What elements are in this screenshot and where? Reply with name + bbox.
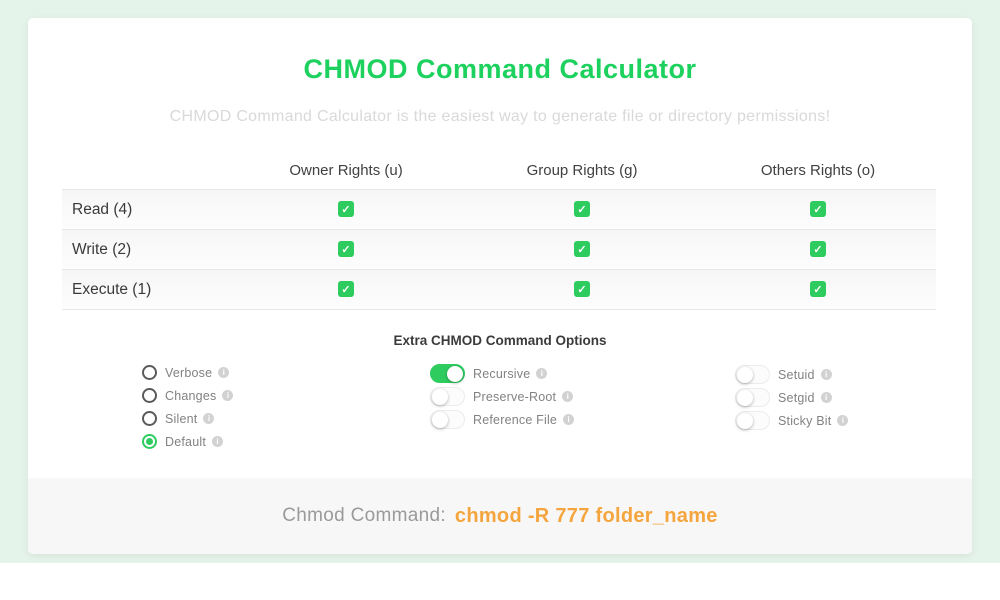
setgid-label: Setgid <box>778 390 815 405</box>
toggle-knob-icon <box>737 366 753 383</box>
info-icon[interactable]: i <box>563 414 575 425</box>
execute-owner-checkbox[interactable]: ✓ <box>338 281 355 298</box>
preserve-root-toggle[interactable] <box>430 387 465 406</box>
silent-label: Silent <box>165 411 198 426</box>
default-label: Default <box>165 434 207 449</box>
page-subtitle: CHMOD Command Calculator is the easiest … <box>169 108 831 125</box>
right-toggle-group: Setuid i Setgid i Sticky Bit i <box>735 364 849 433</box>
verbose-label: Verbose <box>165 365 213 380</box>
check-icon: ✓ <box>577 204 587 217</box>
write-others-checkbox[interactable]: ✓ <box>809 241 826 258</box>
info-icon[interactable]: i <box>820 392 832 403</box>
toggle-option-setgid[interactable]: Setgid i <box>735 387 848 408</box>
info-icon[interactable]: i <box>562 391 574 402</box>
radio-option-default[interactable]: Default i <box>142 433 233 450</box>
info-icon[interactable]: i <box>222 390 234 401</box>
changes-radio[interactable] <box>142 388 157 403</box>
table-row-execute: Execute (1) ✓ ✓ ✓ <box>62 269 936 309</box>
extra-options-panel: Verbose i Changes i Silent i Default i <box>28 348 972 476</box>
toggle-option-sticky-bit[interactable]: Sticky Bit i <box>735 410 849 431</box>
column-header-owner: Owner Rights (u) <box>289 161 403 179</box>
radio-option-changes[interactable]: Changes i <box>142 387 234 404</box>
reference-file-label: Reference File <box>473 412 558 427</box>
recursive-label: Recursive <box>473 366 531 381</box>
check-icon: ✓ <box>341 284 351 297</box>
permissions-table: Owner Rights (u) Group Rights (g) Others… <box>62 151 936 310</box>
check-icon: ✓ <box>577 244 587 257</box>
command-value: chmod -R 777 folder_name <box>454 504 718 527</box>
setgid-toggle[interactable] <box>735 388 770 407</box>
check-icon: ✓ <box>577 284 587 297</box>
info-icon[interactable]: i <box>218 367 230 378</box>
radio-dot-icon <box>146 438 153 445</box>
table-row-write: Write (2) ✓ ✓ ✓ <box>62 229 936 269</box>
command-label: Chmod Command: <box>282 505 446 526</box>
recursive-toggle[interactable] <box>430 364 465 383</box>
table-row-read: Read (4) ✓ ✓ ✓ <box>62 189 936 229</box>
toggle-option-preserve-root[interactable]: Preserve-Root i <box>430 386 574 407</box>
info-icon[interactable]: i <box>536 368 548 379</box>
page-title: CHMOD Command Calculator <box>303 54 697 84</box>
silent-radio[interactable] <box>142 411 157 426</box>
command-output-bar: Chmod Command: chmod -R 777 folder_name <box>28 478 972 554</box>
toggle-option-reference-file[interactable]: Reference File i <box>430 409 575 430</box>
check-icon: ✓ <box>341 244 351 257</box>
reference-file-toggle[interactable] <box>430 410 465 429</box>
radio-option-verbose[interactable]: Verbose i <box>142 364 233 381</box>
write-group-checkbox[interactable]: ✓ <box>574 241 590 258</box>
row-label-execute: Execute (1) <box>72 280 152 298</box>
toggle-knob-icon <box>737 389 753 406</box>
verbosity-radio-group: Verbose i Changes i Silent i Default i <box>142 364 234 456</box>
setuid-toggle[interactable] <box>735 365 770 384</box>
info-icon[interactable]: i <box>203 413 215 424</box>
verbose-radio[interactable] <box>142 365 157 380</box>
setuid-label: Setuid <box>778 367 815 382</box>
check-icon: ✓ <box>341 204 351 217</box>
radio-option-silent[interactable]: Silent i <box>142 410 233 427</box>
read-others-checkbox[interactable]: ✓ <box>809 201 826 218</box>
middle-toggle-group: Recursive i Preserve-Root i Reference Fi… <box>430 363 575 432</box>
info-icon[interactable]: i <box>820 369 832 380</box>
changes-label: Changes <box>165 388 217 403</box>
execute-others-checkbox[interactable]: ✓ <box>809 281 826 298</box>
check-icon: ✓ <box>813 244 823 257</box>
table-header-row: Owner Rights (u) Group Rights (g) Others… <box>62 151 936 189</box>
toggle-knob-icon <box>432 411 448 428</box>
toggle-option-setuid[interactable]: Setuid i <box>735 364 848 385</box>
check-icon: ✓ <box>813 284 823 297</box>
toggle-knob-icon <box>737 412 753 429</box>
default-radio[interactable] <box>142 434 157 449</box>
sticky-bit-label: Sticky Bit <box>778 413 832 428</box>
row-label-write: Write (2) <box>72 240 132 258</box>
toggle-option-recursive[interactable]: Recursive i <box>430 363 574 384</box>
write-owner-checkbox[interactable]: ✓ <box>338 241 355 258</box>
info-icon[interactable]: i <box>837 415 849 426</box>
extra-options-title: Extra CHMOD Command Options <box>393 333 607 348</box>
chmod-calculator-card: CHMOD Command Calculator CHMOD Command C… <box>28 18 972 554</box>
column-header-group: Group Rights (g) <box>526 161 638 179</box>
check-icon: ✓ <box>813 204 823 217</box>
sticky-bit-toggle[interactable] <box>735 411 770 430</box>
info-icon[interactable]: i <box>212 436 224 447</box>
row-label-read: Read (4) <box>72 200 133 218</box>
read-group-checkbox[interactable]: ✓ <box>574 201 590 218</box>
column-header-others: Others Rights (o) <box>760 161 876 179</box>
read-owner-checkbox[interactable]: ✓ <box>338 201 355 218</box>
execute-group-checkbox[interactable]: ✓ <box>574 281 590 298</box>
toggle-knob-icon <box>447 365 463 382</box>
preserve-root-label: Preserve-Root <box>473 389 557 404</box>
toggle-knob-icon <box>432 388 448 405</box>
